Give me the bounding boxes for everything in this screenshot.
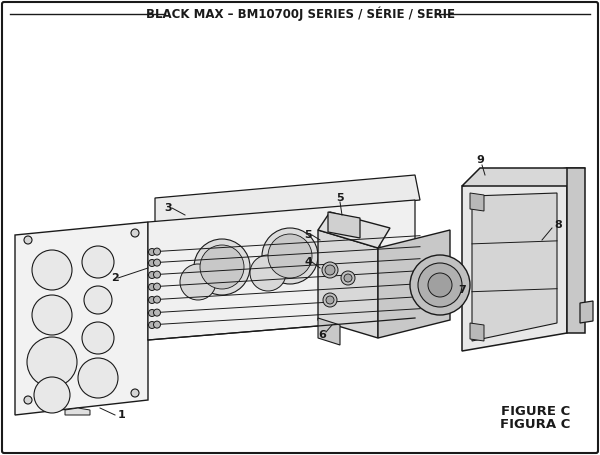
Circle shape [418,263,462,307]
Polygon shape [470,323,484,341]
Text: 2: 2 [111,273,119,283]
Polygon shape [472,193,557,341]
Circle shape [27,337,77,387]
Circle shape [268,234,312,278]
Text: 5: 5 [304,230,312,240]
Polygon shape [470,193,484,211]
Polygon shape [318,318,340,345]
Circle shape [200,245,244,289]
Polygon shape [580,301,593,323]
Text: 4: 4 [304,257,312,267]
Circle shape [410,255,470,315]
Circle shape [326,296,334,304]
Circle shape [323,293,337,307]
Polygon shape [155,175,420,225]
Circle shape [154,248,161,255]
Circle shape [428,273,452,297]
Circle shape [78,358,118,398]
Polygon shape [462,168,585,186]
Circle shape [154,283,161,290]
Circle shape [341,271,355,285]
Circle shape [24,236,32,244]
Circle shape [84,286,112,314]
Circle shape [32,250,72,290]
Circle shape [322,262,338,278]
Circle shape [325,265,335,275]
Circle shape [34,377,70,413]
Text: FIGURA C: FIGURA C [500,418,570,431]
Text: 5: 5 [336,193,344,203]
Circle shape [250,255,286,291]
Text: 9: 9 [476,155,484,165]
Text: FIGURE C: FIGURE C [501,405,570,418]
Circle shape [154,321,161,328]
Text: 3: 3 [164,203,172,213]
Circle shape [82,322,114,354]
Circle shape [154,296,161,303]
Circle shape [154,309,161,316]
Circle shape [344,274,352,282]
Circle shape [32,295,72,335]
Circle shape [149,272,155,278]
Circle shape [131,229,139,237]
Polygon shape [65,408,90,415]
Circle shape [149,259,155,267]
Circle shape [154,271,161,278]
Circle shape [149,322,155,329]
Circle shape [149,283,155,290]
Circle shape [154,259,161,266]
Circle shape [82,246,114,278]
Polygon shape [148,200,415,340]
Circle shape [330,220,380,270]
Circle shape [149,297,155,303]
Circle shape [24,396,32,404]
Circle shape [131,389,139,397]
Circle shape [149,309,155,317]
Polygon shape [15,222,148,415]
Text: 1: 1 [118,410,126,420]
Text: BLACK MAX – BM10700J SERIES / SÉRIE / SERIE: BLACK MAX – BM10700J SERIES / SÉRIE / SE… [146,7,455,21]
Polygon shape [328,212,360,238]
Text: 6: 6 [318,330,326,340]
Circle shape [336,226,374,264]
Polygon shape [318,230,378,338]
Circle shape [194,239,250,295]
Polygon shape [318,212,390,248]
Text: 8: 8 [554,220,562,230]
Circle shape [262,228,318,284]
Text: 7: 7 [458,285,466,295]
Polygon shape [462,168,567,351]
Circle shape [149,248,155,256]
Circle shape [180,264,216,300]
Polygon shape [378,230,450,338]
Polygon shape [567,168,585,333]
